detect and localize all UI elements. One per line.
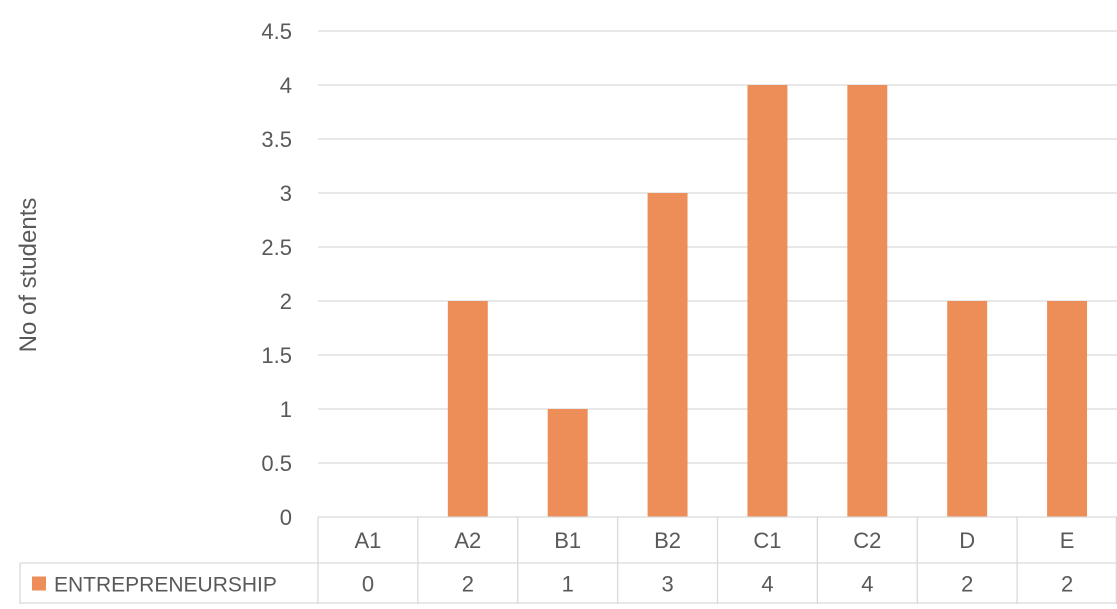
bar-a2: [447, 301, 488, 517]
table-value: 1: [562, 572, 574, 597]
y-tick-label: 3.5: [261, 127, 292, 152]
x-category-label: E: [1060, 528, 1075, 553]
y-tick-label: 2.5: [261, 235, 292, 260]
x-category-label: A2: [454, 528, 481, 553]
data-table: A1 0 A2 2 B1 1 B2 3 C1 4 C2 4 D 2 E 2 ENTREPRENEURSHIP: [19, 516, 1117, 604]
x-category-label: C1: [753, 528, 781, 553]
table-value: 2: [462, 572, 474, 597]
bar-c2: [847, 85, 888, 517]
table-value: 4: [761, 572, 773, 597]
x-category-label: A1: [354, 528, 381, 553]
y-tick-label: 3: [280, 181, 292, 206]
bar-b1: [547, 409, 588, 517]
y-tick-label: 4: [280, 73, 292, 98]
y-tick-label: 1.5: [261, 343, 292, 368]
table-value: 4: [861, 572, 873, 597]
x-category-label: B1: [554, 528, 581, 553]
table-value: 2: [961, 572, 973, 597]
y-tick-label: 4.5: [261, 19, 292, 44]
y-axis-label: No of students: [15, 198, 42, 353]
y-tick-label: 0: [280, 505, 292, 530]
bar-b2: [647, 193, 688, 517]
legend-swatch: [32, 576, 46, 591]
table-value: 0: [362, 572, 374, 597]
y-axis-tick-labels: 0 0.5 1 1.5 2 2.5 3 3.5 4 4.5: [261, 19, 292, 530]
table-value: 2: [1061, 572, 1073, 597]
bar-c1: [747, 85, 788, 517]
y-tick-label: 2: [280, 289, 292, 314]
legend-series-name: ENTREPRENEURSHIP: [54, 574, 277, 597]
y-tick-label: 1: [280, 397, 292, 422]
bar-d: [947, 301, 988, 517]
bars: [447, 85, 1088, 517]
x-category-label: D: [959, 528, 975, 553]
x-category-label: B2: [654, 528, 681, 553]
x-category-label: C2: [853, 528, 881, 553]
table-value: 3: [661, 572, 673, 597]
gridlines: [318, 30, 1117, 464]
bar-e: [1047, 301, 1088, 517]
y-tick-label: 0.5: [261, 451, 292, 476]
